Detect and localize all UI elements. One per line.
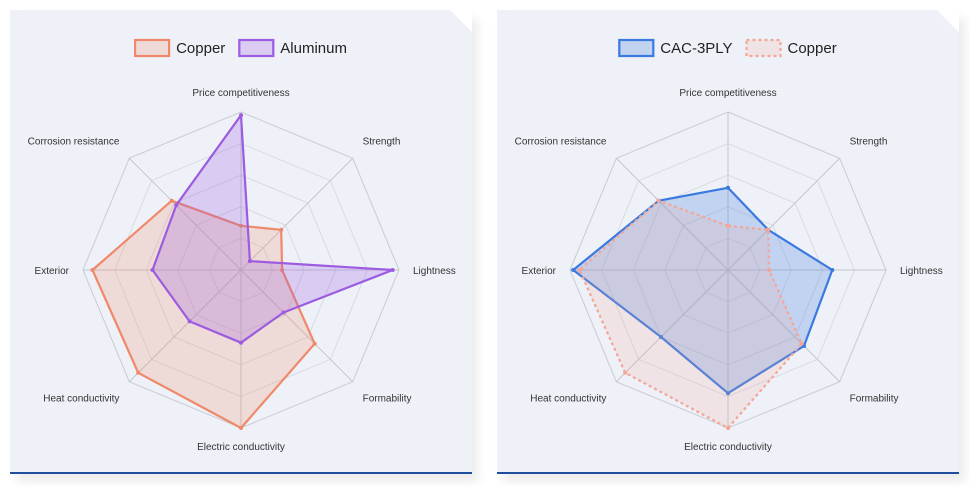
panel-fold-corner [937, 10, 959, 32]
legend-swatch [238, 38, 275, 58]
legend-swatch [745, 38, 782, 58]
radar-chart-right: Price competitiveness Strength Lightness Fo… [515, 38, 943, 453]
axis-label-heat-conductivity: Heat conductivity [43, 394, 119, 405]
data-point-copper-heat-conductivity [623, 370, 628, 375]
data-point-copper-lightness [767, 268, 772, 272]
legend-item-copper[interactable]: Copper [133, 38, 225, 58]
axis-label-lightness: Lightness [413, 266, 456, 277]
data-point-copper-corrosion-resistance [656, 198, 661, 203]
legend-swatch [618, 38, 655, 58]
axis-label-electric-conductivity: Electric conductivity [197, 442, 285, 453]
axis-label-price-competitiveness: Price competitiveness [679, 88, 776, 99]
data-point-copper-lightness [280, 268, 285, 272]
data-point-copper-price-competitiveness [726, 223, 730, 228]
data-point-aluminum-exterior [150, 268, 155, 272]
axis-spoke [240, 157, 354, 271]
axis-spoke [240, 269, 354, 383]
legend-label: Copper [176, 40, 225, 57]
axis-label-strength: Strength [850, 136, 888, 147]
axis-label-electric-conductivity: Electric conductivity [684, 442, 772, 453]
axis-label-formability: Formability [850, 394, 899, 405]
legend-label: Aluminum [280, 40, 347, 57]
data-point-aluminum-price-competitiveness [239, 113, 243, 118]
data-point-copper-exterior [577, 268, 582, 272]
axis-label-strength: Strength [363, 136, 401, 147]
data-point-copper-formability [799, 341, 804, 346]
series-copper-area [578, 199, 803, 430]
axis-spoke [128, 269, 242, 383]
data-point-copper-corrosion-resistance [169, 198, 174, 203]
axis-spoke [128, 157, 242, 271]
data-point-cac-3ply-exterior [571, 268, 576, 272]
axis-spoke [615, 269, 729, 383]
legend-item-aluminum[interactable]: Aluminum [238, 38, 347, 58]
axis-spoke [727, 157, 841, 271]
axis-label-formability: Formability [363, 394, 412, 405]
radar-chart-left: Price competitiveness Strength Lightness Fo… [28, 38, 456, 453]
legend-label: Copper [788, 40, 837, 57]
axis-label-price-competitiveness: Price competitiveness [192, 88, 289, 99]
data-point-aluminum-lightness [390, 268, 395, 272]
data-point-copper-electric-conductivity [726, 426, 730, 430]
radar-panel-left: Price competitiveness Strength Lightness Fo… [10, 10, 472, 474]
data-point-copper-exterior [90, 268, 95, 272]
legend-item-cac-3ply[interactable]: CAC-3PLY [618, 38, 733, 58]
data-point-copper-electric-conductivity [239, 426, 243, 430]
data-point-aluminum-electric-conductivity [239, 340, 243, 345]
data-point-copper-formability [312, 341, 317, 346]
legend-label: CAC-3PLY [660, 40, 732, 57]
legend-swatch [133, 38, 171, 58]
data-point-copper-strength [766, 227, 771, 232]
data-point-aluminum-corrosion-resistance [174, 203, 179, 208]
data-point-aluminum-strength [247, 259, 252, 264]
radar-panel-right: Price competitiveness Strength Lightness Fo… [497, 10, 959, 474]
axis-spoke [615, 157, 729, 271]
data-point-aluminum-formability [281, 310, 286, 315]
axis-label-exterior: Exterior [35, 266, 70, 277]
data-point-cac-3ply-heat-conductivity [659, 335, 663, 339]
data-point-cac-3ply-lightness [830, 268, 835, 272]
data-point-aluminum-heat-conductivity [187, 319, 192, 324]
data-point-cac-3ply-price-competitiveness [726, 185, 730, 190]
axis-label-corrosion-resistance: Corrosion resistance [515, 136, 607, 147]
axis-spoke [727, 269, 841, 383]
axis-label-corrosion-resistance: Corrosion resistance [28, 136, 120, 147]
panel-fold-corner [450, 10, 472, 32]
axis-label-lightness: Lightness [900, 266, 943, 277]
axis-label-heat-conductivity: Heat conductivity [530, 394, 606, 405]
data-point-cac-3ply-electric-conductivity [726, 391, 730, 396]
axis-label-exterior: Exterior [522, 266, 557, 277]
legend-item-copper[interactable]: Copper [745, 38, 837, 58]
data-point-copper-heat-conductivity [136, 370, 141, 375]
data-point-copper-strength [279, 227, 284, 232]
data-point-copper-price-competitiveness [239, 223, 243, 228]
